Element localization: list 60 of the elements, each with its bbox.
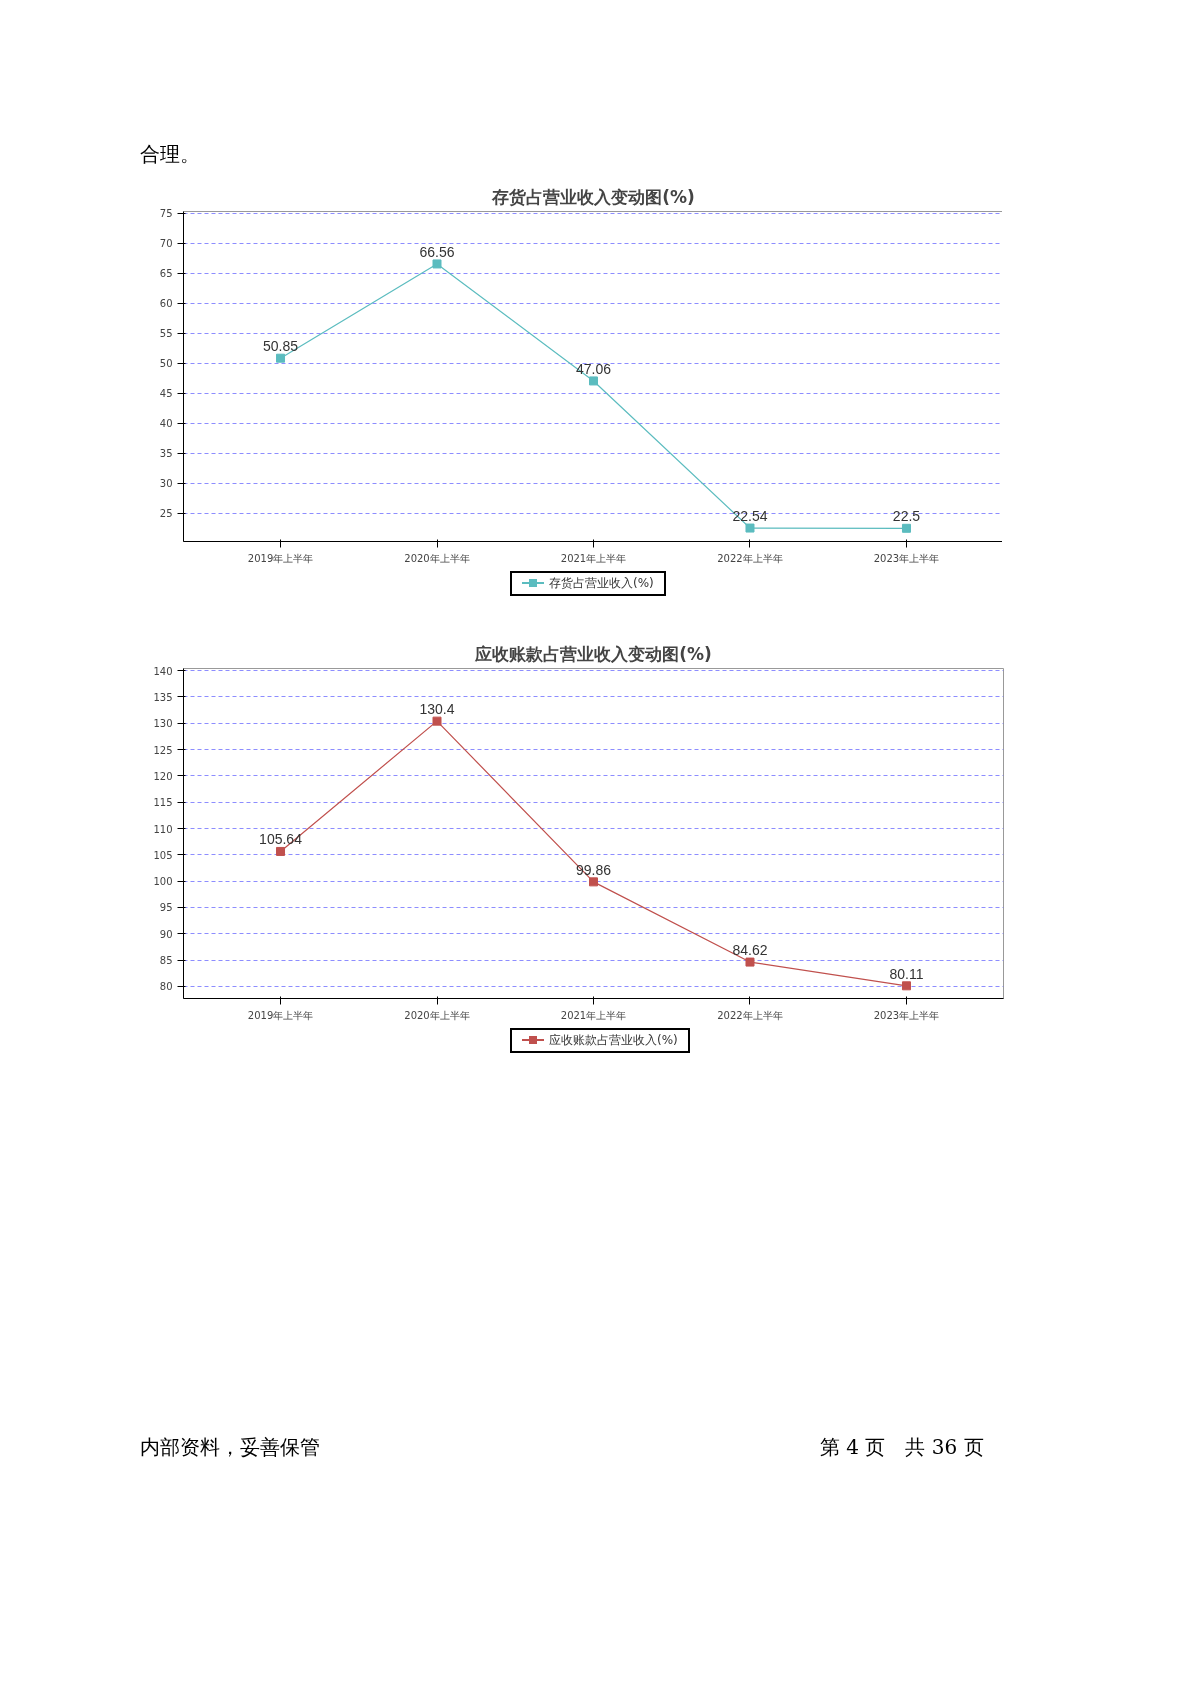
legend-label: 应收账款占营业收入(%) bbox=[548, 1032, 678, 1047]
x-tick-label: 2020年上半年 bbox=[404, 1009, 470, 1021]
x-tick-label: 2019年上半年 bbox=[247, 1009, 314, 1021]
x-tick-label: 2021年上半年 bbox=[560, 552, 627, 564]
y-tick-label: 35 bbox=[159, 447, 173, 459]
point bbox=[589, 877, 598, 887]
y-tick-label: 40 bbox=[159, 417, 173, 429]
x-tick-label: 2022年上半年 bbox=[717, 1009, 783, 1021]
y-tick-label: 25 bbox=[159, 507, 173, 519]
y-tick-label: 95 bbox=[159, 902, 173, 914]
y-tick-label: 125 bbox=[153, 744, 173, 756]
text: 内部资料，妥善保管 bbox=[140, 1433, 320, 1461]
y-tick-label: 135 bbox=[153, 691, 173, 703]
chart-title: 存货占营业收入变动图(%) bbox=[491, 186, 695, 207]
data-label: 130.4 bbox=[419, 700, 455, 717]
data-label: 84.62 bbox=[732, 941, 768, 958]
point bbox=[745, 957, 755, 967]
x-tick-label: 2022年上半年 bbox=[717, 552, 783, 564]
x-tick-label: 2021年上半年 bbox=[560, 1009, 627, 1021]
y-tick-label: 115 bbox=[153, 796, 173, 808]
x-tick-label: 2023年上半年 bbox=[873, 1009, 940, 1021]
y-tick-label: 100 bbox=[153, 875, 173, 887]
x-tick-label: 2019年上半年 bbox=[247, 552, 314, 564]
text: 第 4 页 共 36 页 bbox=[820, 1433, 984, 1461]
point bbox=[432, 259, 442, 268]
point bbox=[901, 981, 911, 991]
x-tick-label: 2020年上半年 bbox=[404, 552, 470, 564]
y-tick-label: 45 bbox=[159, 387, 173, 399]
y-tick-label: 65 bbox=[159, 267, 173, 279]
data-label: 47.06 bbox=[575, 360, 612, 377]
x-tick-label: 2023年上半年 bbox=[873, 552, 940, 564]
y-tick-label: 110 bbox=[153, 823, 173, 835]
point bbox=[745, 523, 755, 533]
data-label: 50.85 bbox=[263, 337, 299, 354]
point bbox=[276, 846, 286, 856]
point bbox=[432, 716, 442, 726]
y-tick-label: 105 bbox=[153, 849, 173, 861]
y-tick-label: 80 bbox=[159, 981, 173, 993]
y-tick-label: 130 bbox=[153, 717, 173, 729]
y-tick-label: 75 bbox=[159, 207, 173, 219]
point bbox=[901, 523, 911, 533]
y-tick-label: 85 bbox=[159, 954, 173, 966]
y-tick-label: 55 bbox=[159, 327, 173, 339]
legend-label: 存货占营业收入(%) bbox=[548, 575, 654, 590]
chart-title: 应收账款占营业收入变动图(%) bbox=[474, 643, 712, 664]
point bbox=[589, 376, 598, 385]
data-label: 80.11 bbox=[889, 965, 924, 982]
data-label: 66.56 bbox=[419, 243, 455, 260]
y-tick-label: 50 bbox=[159, 357, 173, 369]
y-tick-label: 70 bbox=[159, 237, 173, 249]
point bbox=[276, 353, 286, 363]
y-tick-label: 30 bbox=[159, 477, 173, 489]
y-tick-label: 120 bbox=[153, 770, 173, 782]
legend: 应收账款占营业收入(%) bbox=[510, 1027, 690, 1053]
y-tick-label: 90 bbox=[159, 928, 173, 940]
text: 合理。 bbox=[140, 141, 200, 168]
data-label: 22.5 bbox=[892, 507, 921, 524]
legend: 存货占营业收入(%) bbox=[510, 570, 666, 596]
y-tick-label: 60 bbox=[159, 297, 173, 309]
y-tick-label: 140 bbox=[153, 665, 173, 677]
